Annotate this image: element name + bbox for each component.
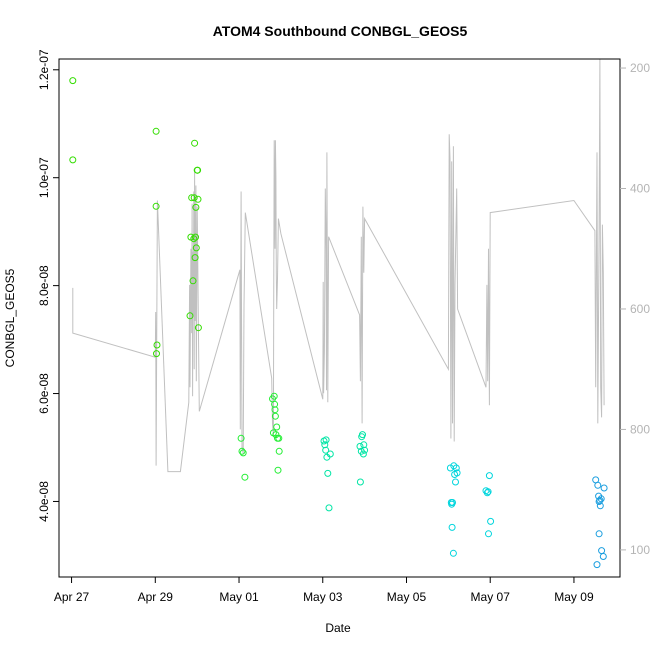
x-tick-label: May 05 [387, 590, 427, 604]
data-point [485, 530, 492, 538]
data-point [452, 478, 459, 486]
x-axis-label: Date [325, 621, 351, 635]
y-tick-label: 4.0e-08 [37, 481, 51, 522]
data-point [189, 277, 197, 285]
data-point [598, 547, 606, 555]
data-point [356, 442, 364, 450]
x-tick-label: May 07 [471, 590, 511, 604]
data-point [356, 478, 364, 486]
data-point [595, 530, 603, 538]
data-point [271, 406, 279, 414]
data-point [322, 436, 330, 444]
data-point [449, 549, 457, 557]
data-point [275, 434, 283, 442]
data-point [192, 244, 200, 252]
data-point [152, 202, 160, 210]
right-tick-label: 400 [630, 182, 650, 196]
data-point [192, 203, 200, 211]
data-point [192, 233, 199, 241]
data-point [452, 464, 460, 472]
data-point [360, 441, 368, 449]
x-tick-label: Apr 29 [138, 590, 174, 604]
data-point [194, 166, 202, 174]
data-point [191, 254, 199, 262]
data-point [325, 504, 333, 512]
right-tick-label: 1000 [630, 543, 650, 557]
x-tick-label: Apr 27 [54, 590, 90, 604]
data-point [448, 523, 456, 531]
data-point [600, 484, 608, 492]
plot-frame [58, 58, 621, 578]
data-point [359, 431, 366, 439]
data-point [275, 447, 283, 455]
data-point [153, 350, 160, 358]
data-point [599, 553, 607, 560]
data-point [449, 499, 456, 506]
data-point [274, 466, 282, 474]
data-point [69, 77, 77, 85]
data-point [152, 127, 160, 135]
x-tick-label: May 09 [554, 590, 594, 604]
plot-layer: Apr 27 Apr 29 May 01 May 03 May 05 May 07 May … [37, 49, 650, 604]
data-point [194, 195, 202, 203]
data-point [271, 412, 279, 420]
data-point [484, 488, 492, 496]
x-tick-label: May 03 [303, 590, 343, 604]
data-point [593, 561, 601, 569]
y-axis-label: CONBGL_GEOS5 [3, 268, 17, 367]
data-point [485, 472, 493, 480]
y-tick-label: 8.0e-08 [37, 265, 51, 306]
data-point [270, 392, 278, 400]
data-point [190, 235, 198, 243]
data-point [273, 423, 281, 431]
y-tick-label: 1.0e-07 [37, 157, 51, 198]
data-point [594, 481, 602, 489]
data-point [194, 324, 202, 332]
data-point [322, 446, 330, 454]
y-tick-label: 1.2e-07 [37, 49, 51, 90]
data-point [271, 400, 279, 408]
data-point [326, 450, 334, 458]
data-point [324, 469, 332, 477]
data-point [241, 473, 249, 481]
data-point [239, 449, 247, 457]
chart-title: ATOM4 Southbound CONBGL_GEOS5 [213, 23, 468, 39]
data-point [238, 447, 246, 455]
right-tick-label: 600 [630, 302, 650, 316]
pressure-track-line [72, 58, 605, 473]
data-point [188, 194, 196, 202]
data-point [237, 434, 245, 442]
data-point [359, 450, 367, 458]
data-point [153, 341, 161, 349]
data-point [186, 312, 194, 320]
data-point [487, 517, 495, 525]
x-tick-label: May 01 [219, 590, 259, 604]
data-point [69, 156, 77, 164]
data-point [596, 502, 604, 510]
data-point [361, 446, 369, 454]
right-tick-label: 200 [630, 61, 650, 75]
data-point [596, 496, 604, 504]
right-tick-label: 800 [630, 422, 650, 436]
data-point [191, 139, 199, 147]
data-point [483, 489, 491, 497]
data-point [190, 194, 198, 202]
data-point [595, 498, 603, 505]
y-tick-label: 6.0e-08 [37, 373, 51, 414]
data-point [453, 469, 461, 477]
